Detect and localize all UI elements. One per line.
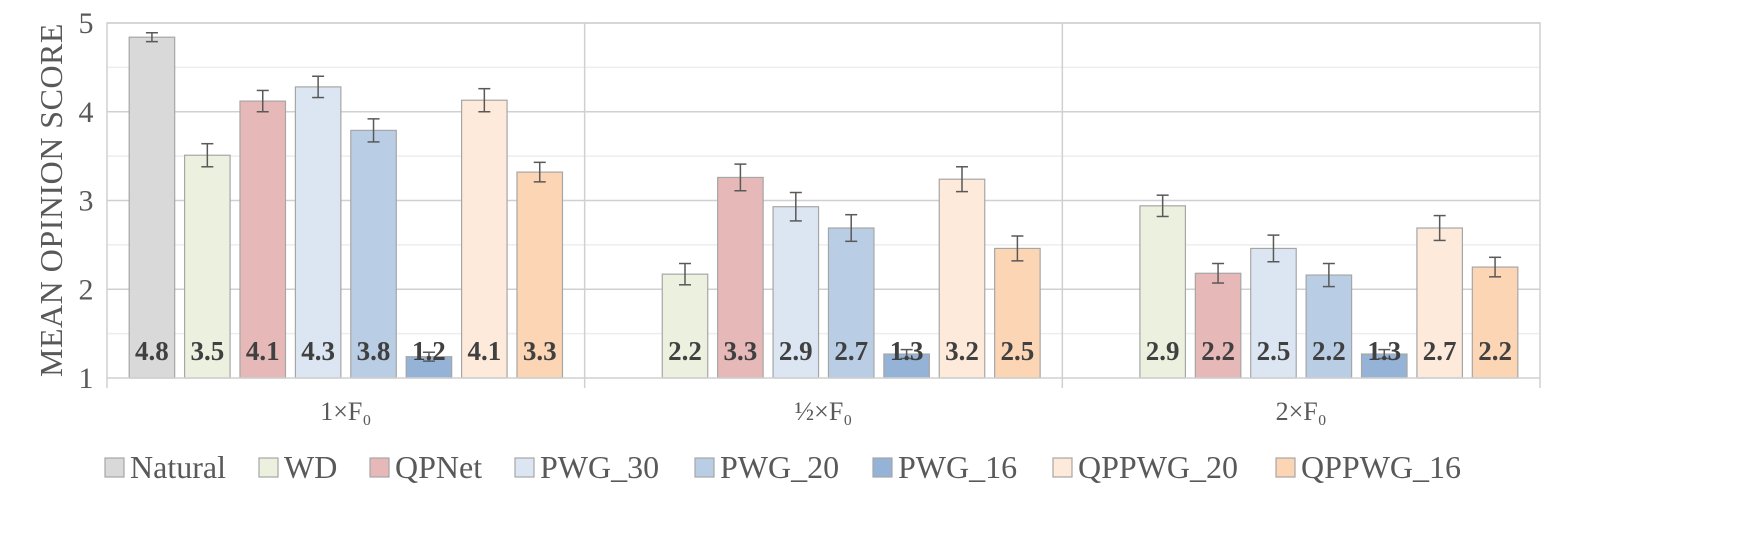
bar	[661, 273, 709, 379]
bar	[1139, 205, 1187, 379]
x-category-label: 1×F₀	[320, 397, 371, 426]
data-label: 1.3	[890, 336, 924, 366]
data-label: 3.5	[190, 336, 224, 366]
data-label: 2.2	[668, 336, 702, 366]
legend-swatch	[514, 457, 535, 478]
data-label: 2.9	[1146, 336, 1180, 366]
grid-lines	[107, 22, 1540, 335]
legend-entry: QPPWG_16	[1301, 449, 1461, 485]
bar	[1194, 272, 1242, 379]
legend-swatch	[258, 457, 279, 478]
data-label: 2.7	[834, 336, 868, 366]
data-label: 3.3	[523, 336, 557, 366]
data-label: 2.2	[1201, 336, 1235, 366]
data-label: 4.1	[246, 336, 280, 366]
bar	[1471, 266, 1519, 379]
bars: 4.8 3.5 2.2 2.9 4.1 3.3 2.2 4.3 2.9 2.5 3.8 2.7 2.2 1…	[128, 32, 1519, 379]
legend-swatch	[1275, 457, 1296, 478]
data-label: 2.9	[779, 336, 813, 366]
data-label: 2.5	[1001, 336, 1035, 366]
data-label: 2.5	[1257, 336, 1291, 366]
legend-entry: PWG_30	[540, 449, 659, 485]
y-tick-label: 3	[79, 185, 94, 218]
legend-entry: WD	[284, 449, 337, 485]
bar	[183, 154, 231, 379]
data-label: 3.8	[357, 336, 391, 366]
legend-entry: PWG_16	[898, 449, 1017, 485]
bar	[938, 178, 986, 379]
y-axis-title: MEAN OPINION SCORE	[33, 23, 69, 377]
legend-entry: QPNet	[395, 449, 482, 485]
data-label: 1.3	[1367, 336, 1401, 366]
legend-swatch	[369, 457, 390, 478]
bar	[1305, 274, 1353, 379]
bar	[717, 176, 764, 379]
legend-swatch	[1052, 457, 1073, 478]
y-tick-label: 1	[79, 362, 94, 395]
legend-entry: QPPWG_20	[1078, 449, 1238, 485]
data-label: 2.2	[1478, 336, 1512, 366]
bar	[1250, 247, 1297, 379]
axes: 1 2 3 4 5 1×F₀ ½×F₀ 2×F₀	[79, 7, 1541, 426]
y-tick-label: 2	[79, 273, 94, 306]
data-label: 3.3	[724, 336, 758, 366]
bar	[460, 99, 508, 379]
legend-entry: Natural	[130, 449, 226, 485]
data-label: 1.2	[412, 336, 446, 366]
bar	[772, 206, 820, 379]
x-category-label: ½×F₀	[795, 397, 853, 426]
data-label: 4.3	[301, 336, 335, 366]
bar	[294, 86, 342, 379]
legend-entry: PWG_20	[720, 449, 839, 485]
bar	[128, 36, 176, 379]
plot-frame	[106, 22, 1541, 379]
y-tick-label: 5	[79, 7, 94, 40]
data-label: 2.7	[1423, 336, 1457, 366]
data-label: 4.8	[135, 336, 169, 366]
legend-swatch	[104, 457, 125, 478]
bar	[239, 100, 287, 379]
x-category-label: 2×F₀	[1276, 397, 1327, 426]
legend-swatch	[872, 457, 893, 478]
data-label: 2.2	[1312, 336, 1346, 366]
data-label: 4.1	[467, 336, 501, 366]
data-label: 3.2	[945, 336, 979, 366]
legend-swatch	[694, 457, 715, 478]
y-tick-label: 4	[79, 96, 94, 129]
legend: Natural WD QPNet PWG_30 PWG_20 PWG_16 QPPWG_20…	[104, 449, 1461, 485]
